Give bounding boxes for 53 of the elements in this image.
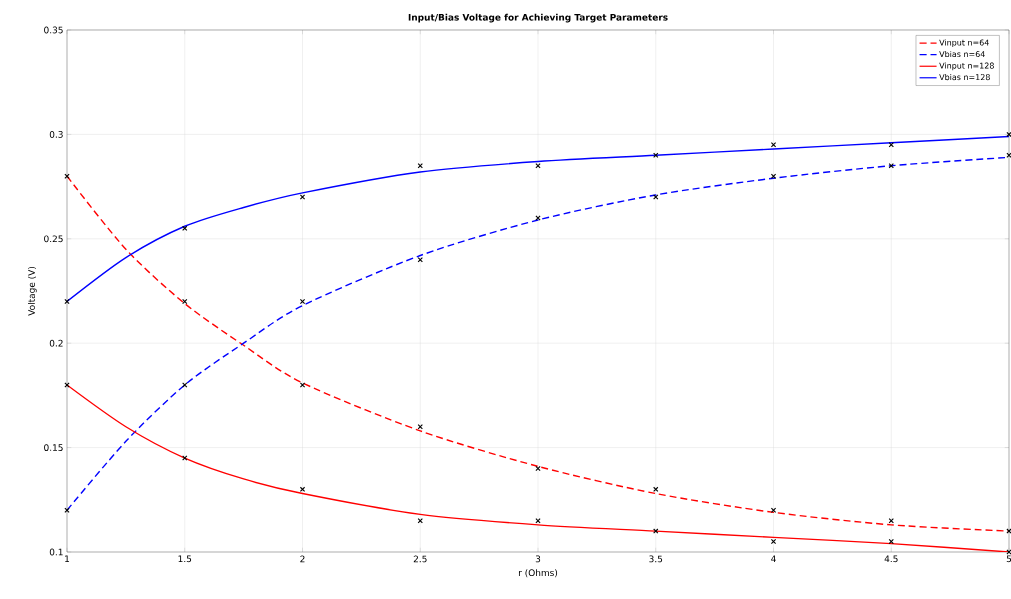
point xyxy=(535,465,541,472)
line-series xyxy=(67,135,1010,303)
point xyxy=(888,163,894,169)
point xyxy=(535,215,541,221)
x-tick-label: 2 xyxy=(300,555,305,563)
point xyxy=(182,455,188,461)
point xyxy=(770,507,777,513)
y-tick-label: 0.25 xyxy=(44,235,63,243)
point xyxy=(417,257,423,263)
x-tick-label: 5 xyxy=(1006,555,1011,563)
point xyxy=(535,518,541,524)
point xyxy=(653,528,659,534)
point xyxy=(888,518,894,524)
point xyxy=(64,173,70,179)
point xyxy=(182,225,188,232)
x-tick-label: 2.5 xyxy=(413,555,427,563)
point xyxy=(417,518,423,524)
point xyxy=(299,298,306,305)
x-axis-title: r (Ohms) xyxy=(518,569,558,578)
x-tick-label: 4.5 xyxy=(884,555,898,563)
x-tick-label: 1.5 xyxy=(178,555,192,563)
point xyxy=(535,163,541,169)
chart-title: Input/Bias Voltage for Achieving Target Parameters xyxy=(408,13,668,23)
point xyxy=(888,538,894,545)
point xyxy=(299,486,306,493)
point xyxy=(1006,131,1011,138)
y-tick-label: 0.3 xyxy=(49,131,63,138)
x-tick-label: 3.5 xyxy=(649,555,663,563)
y-tick-label: 0.35 xyxy=(44,26,63,34)
point xyxy=(64,298,70,305)
point xyxy=(770,142,777,148)
point xyxy=(653,194,659,200)
point xyxy=(417,163,423,169)
point xyxy=(299,194,306,200)
y-axis-title: Voltage (V) xyxy=(28,266,37,316)
point xyxy=(182,298,188,305)
x-tick-label: 4 xyxy=(771,555,776,563)
y-tick-label: 0.2 xyxy=(49,339,63,347)
line-series xyxy=(67,384,1010,552)
point xyxy=(888,142,894,148)
y-tick-label: 0.1 xyxy=(49,548,63,556)
x-tick-label: 3 xyxy=(535,555,541,563)
point xyxy=(770,173,777,179)
point xyxy=(64,507,70,513)
point xyxy=(417,424,423,430)
point xyxy=(182,382,188,388)
point xyxy=(1006,528,1011,534)
point xyxy=(1006,152,1011,158)
y-tick-label: 0.15 xyxy=(44,444,63,451)
point xyxy=(653,486,659,493)
point xyxy=(653,152,659,158)
point xyxy=(299,382,306,388)
x-tick-label: 1 xyxy=(65,555,70,563)
